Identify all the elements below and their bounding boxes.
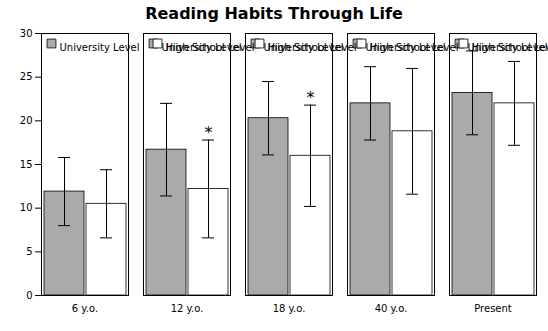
svg-text:6 y.o.: 6 y.o. xyxy=(72,303,98,314)
svg-text:High School Level: High School Level xyxy=(370,42,459,53)
svg-text:High School Level: High School Level xyxy=(472,42,548,53)
svg-text:University Level: University Level xyxy=(60,42,140,53)
svg-text:40 y.o.: 40 y.o. xyxy=(375,303,408,314)
svg-text:High School Level: High School Level xyxy=(268,42,357,53)
svg-text:5: 5 xyxy=(26,246,32,257)
svg-text:20: 20 xyxy=(20,115,33,126)
svg-text:High School Level: High School Level xyxy=(166,42,255,53)
svg-text:18 y.o.: 18 y.o. xyxy=(273,303,306,314)
html-text:Reading Habits Through Life: Reading Habits Through Life xyxy=(145,4,403,23)
svg-text:30: 30 xyxy=(20,28,33,39)
svg-text:*: * xyxy=(307,88,315,107)
svg-text:15: 15 xyxy=(20,159,33,170)
svg-text:25: 25 xyxy=(20,71,33,82)
svg-text:Present: Present xyxy=(474,303,512,314)
svg-text:10: 10 xyxy=(20,202,33,213)
svg-text:*: * xyxy=(205,123,213,142)
svg-text:12 y.o.: 12 y.o. xyxy=(171,303,204,314)
svg-text:0: 0 xyxy=(26,290,32,301)
